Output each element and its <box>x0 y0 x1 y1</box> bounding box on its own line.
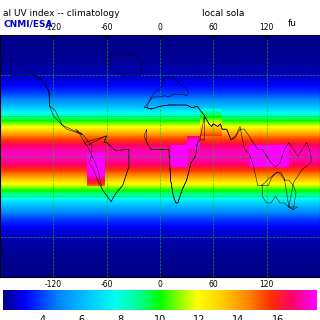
Text: fu: fu <box>288 19 297 28</box>
Text: CNMI/ESA: CNMI/ESA <box>3 19 53 28</box>
Text: local sola: local sola <box>202 9 244 18</box>
Text: al UV index -- climatology: al UV index -- climatology <box>3 9 120 18</box>
